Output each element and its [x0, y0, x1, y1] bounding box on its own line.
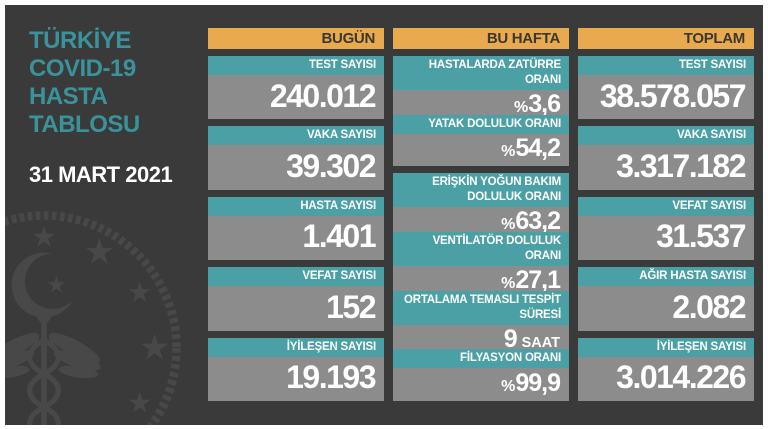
- stat-label: YATAK DOLULUK ORANI: [393, 114, 569, 134]
- stat-card: VAKA SAYISI 39.302: [208, 126, 384, 190]
- stat-value-line: 39.302: [286, 148, 376, 185]
- stat-value-prefix: %: [514, 98, 529, 116]
- stat-card: HASTA SAYISI 1.401: [208, 196, 384, 261]
- stat-value-line: 240.012: [269, 77, 377, 115]
- stat-value-line: 152: [326, 288, 376, 326]
- stat-card: İYİLEŞEN SAYISI 3.014.226: [578, 337, 754, 402]
- dashboard-panel: TÜRKİYE COVID-19 HASTA TABLOSU 31 MART 2…: [5, 5, 763, 425]
- stat-value: 3.014.226: [616, 359, 746, 396]
- stat-value-box: 152: [208, 286, 384, 331]
- stat-value: 152: [326, 288, 376, 325]
- stat-card: İYİLEŞEN SAYISI 19.193: [208, 337, 384, 402]
- stat-value-box: %54,2: [393, 133, 569, 167]
- stat-label: VAKA SAYISI: [578, 126, 754, 146]
- stat-value-suffix: SAAT: [521, 334, 560, 351]
- stat-value-box: 39.302: [208, 145, 384, 190]
- stat-value-line: %99,9: [501, 369, 561, 398]
- stat-value-box: 240.012: [208, 74, 384, 120]
- stat-value-prefix: %: [501, 378, 516, 396]
- stat-label: HASTA SAYISI: [208, 196, 384, 216]
- stat-value: 54,2: [515, 134, 561, 163]
- stat-value-line: 1.401: [302, 218, 376, 255]
- column-header: BU HAFTA: [393, 28, 569, 49]
- stat-value-line: 19.193: [286, 359, 376, 396]
- stat-value: 2.082: [672, 288, 746, 325]
- health-ministry-emblem-icon: [5, 211, 181, 425]
- stat-card: TEST SAYISI 240.012: [208, 56, 384, 120]
- stat-label: AĞIR HASTA SAYISI: [578, 267, 754, 287]
- stat-value-box: 1.401: [208, 215, 384, 261]
- stat-card: TEST SAYISI 38.578.057: [578, 56, 754, 120]
- stat-label: İYİLEŞEN SAYISI: [208, 337, 384, 357]
- column-bugun: BUGÜN TEST SAYISI 240.012 VAKA SAYISI 39…: [208, 28, 384, 402]
- stat-value-prefix: %: [501, 274, 516, 292]
- stat-card: ORTALAMA TEMASLI TESPİT SÜRESİ 9 SAAT: [393, 290, 569, 356]
- stat-label: İYİLEŞEN SAYISI: [578, 337, 754, 357]
- stat-card: FİLYASYON ORANI %99,9: [393, 349, 569, 402]
- title-line-3: HASTA: [29, 83, 108, 110]
- stat-label: TEST SAYISI: [208, 56, 384, 75]
- stat-value-box: 31.537: [578, 215, 754, 261]
- stat-label: HASTALARDA ZATÜRRE ORANI: [393, 56, 569, 90]
- stat-value: 27,1: [515, 265, 561, 294]
- stat-card: VEFAT SAYISI 152: [208, 267, 384, 331]
- stat-value: 3,6: [528, 89, 561, 118]
- page-title: TÜRKİYE COVID-19 HASTA TABLOSU: [29, 27, 204, 139]
- title-line-1: TÜRKİYE: [29, 27, 131, 54]
- stat-value-prefix: %: [501, 216, 516, 234]
- stat-label: VAKA SAYISI: [208, 126, 384, 146]
- stat-value-box: 3.317.182: [578, 145, 754, 190]
- stat-value-box: 19.193: [208, 356, 384, 402]
- stat-value-line: %54,2: [501, 134, 561, 163]
- stat-value: 1.401: [302, 218, 376, 255]
- stat-card: VAKA SAYISI 3.317.182: [578, 126, 754, 190]
- stat-value: 39.302: [286, 148, 376, 185]
- stat-value: 3.317.182: [616, 148, 746, 185]
- stat-value-line: 3.317.182: [616, 148, 746, 185]
- column-bu-hafta: BU HAFTA HASTALARDA ZATÜRRE ORANI %3,6 Y…: [393, 28, 569, 402]
- report-date: 31 MART 2021: [29, 162, 173, 187]
- stat-value: 19.193: [286, 359, 376, 396]
- stat-value-line: %3,6: [514, 89, 561, 119]
- title-line-2: COVID-19: [29, 55, 136, 82]
- sidebar: TÜRKİYE COVID-19 HASTA TABLOSU 31 MART 2…: [29, 27, 204, 188]
- stat-value-box: 2.082: [578, 286, 754, 331]
- stat-label: VEFAT SAYISI: [578, 196, 754, 216]
- stat-value-line: 38.578.057: [599, 77, 747, 115]
- stat-label: VEFAT SAYISI: [208, 267, 384, 287]
- stat-value: 63,2: [515, 207, 561, 236]
- stat-value-box: %99,9: [393, 368, 569, 402]
- stat-value-line: 9 SAAT: [504, 325, 560, 354]
- stat-label: FİLYASYON ORANI: [393, 349, 569, 369]
- column-toplam: TOPLAM TEST SAYISI 38.578.057 VAKA SAYIS…: [578, 28, 754, 402]
- stat-label: ORTALAMA TEMASLI TESPİT SÜRESİ: [393, 290, 569, 325]
- stat-value-line: 3.014.226: [616, 359, 746, 396]
- stat-label: VENTİLATÖR DOLULUK ORANI: [393, 232, 569, 266]
- stat-card: YATAK DOLULUK ORANI %54,2: [393, 114, 569, 167]
- stat-value-box: 3.014.226: [578, 356, 754, 402]
- stat-value: 38.578.057: [599, 77, 747, 114]
- stat-value: 240.012: [269, 77, 377, 114]
- stat-value-line: %63,2: [501, 207, 561, 236]
- stat-label: ERİŞKİN YOĞUN BAKIM DOLULUK ORANI: [393, 173, 569, 208]
- stat-card: ERİŞKİN YOĞUN BAKIM DOLULUK ORANI %63,2: [393, 173, 569, 239]
- column-header: TOPLAM: [578, 28, 754, 49]
- stat-card: VEFAT SAYISI 31.537: [578, 196, 754, 261]
- stat-value: 9: [503, 324, 518, 353]
- stat-value-line: %27,1: [501, 265, 561, 295]
- stat-value-box: 38.578.057: [578, 74, 754, 120]
- column-header: BUGÜN: [208, 28, 384, 49]
- columns: BUGÜN TEST SAYISI 240.012 VAKA SAYISI 39…: [208, 28, 754, 402]
- stat-value-line: 31.537: [656, 218, 746, 255]
- stat-value: 99,9: [515, 369, 561, 398]
- stat-card: VENTİLATÖR DOLULUK ORANI %27,1: [393, 232, 569, 297]
- title-line-4: TABLOSU: [29, 111, 140, 138]
- stat-card: HASTALARDA ZATÜRRE ORANI %3,6: [393, 56, 569, 121]
- stat-value: 31.537: [656, 218, 746, 255]
- stat-value-prefix: %: [501, 143, 516, 161]
- stat-value-line: 2.082: [672, 288, 746, 326]
- stat-label: TEST SAYISI: [578, 56, 754, 75]
- stat-card: AĞIR HASTA SAYISI 2.082: [578, 267, 754, 331]
